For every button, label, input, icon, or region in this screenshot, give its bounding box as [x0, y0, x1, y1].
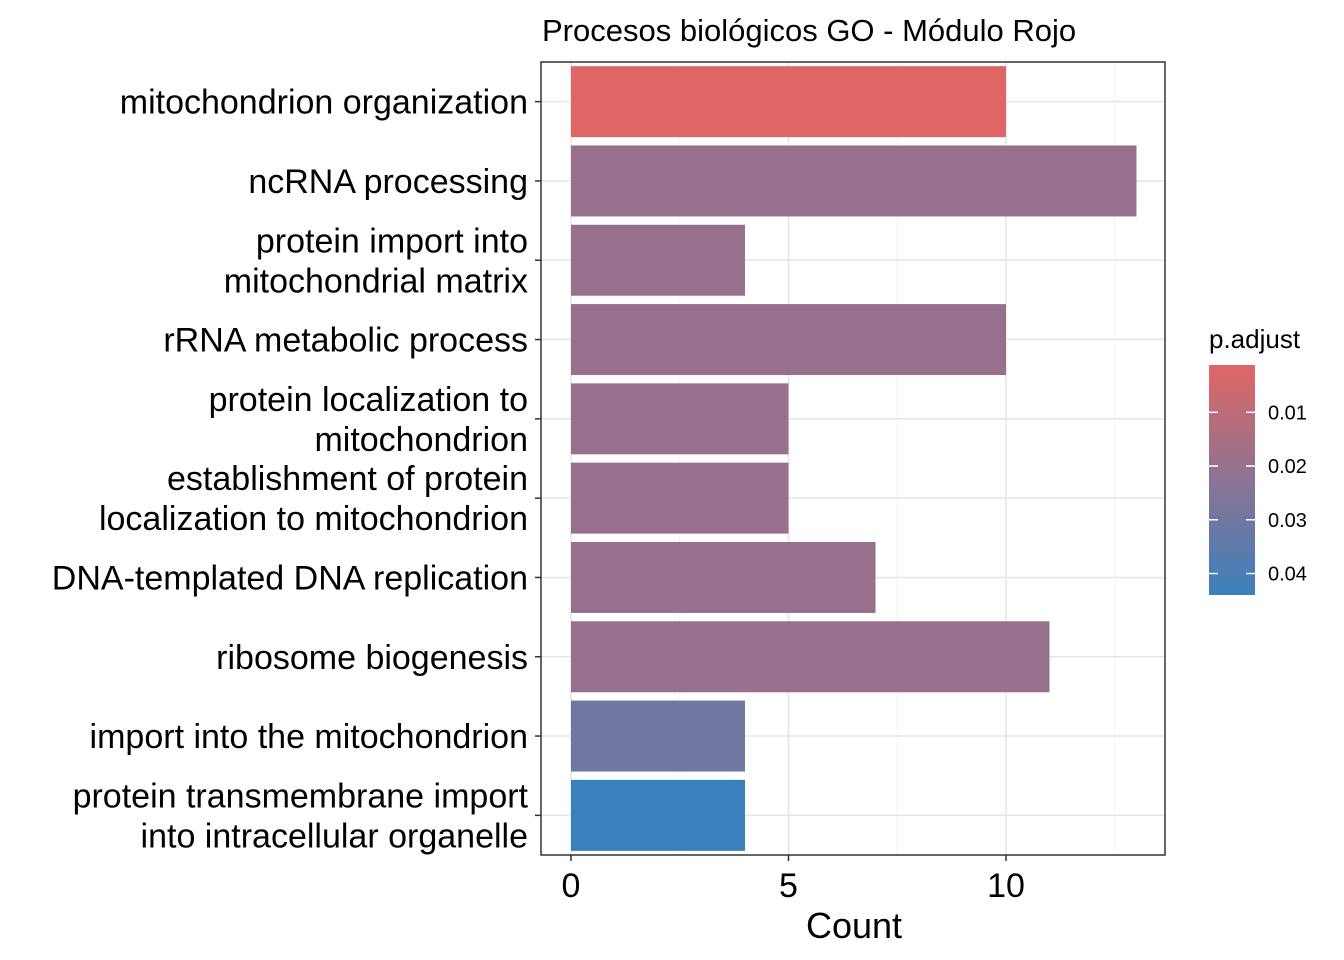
y-axis: mitochondrion organization ncRNA processi…	[52, 84, 541, 855]
bar	[571, 779, 745, 851]
bars	[571, 66, 1137, 851]
x-tick-label: 0	[562, 867, 581, 905]
bar	[571, 541, 876, 613]
bar	[571, 621, 1050, 693]
category-label: rRNA metabolic process	[163, 322, 528, 360]
category-label: ribosome biogenesis	[216, 639, 528, 677]
bar	[571, 145, 1137, 217]
category-label: protein transmembrane import into intrace…	[73, 777, 529, 855]
x-tick-label: 5	[779, 867, 798, 905]
legend-tick-label: 0.01	[1268, 402, 1307, 424]
legend-tick-label: 0.02	[1268, 456, 1307, 478]
legend-title: p.adjust	[1209, 324, 1301, 354]
bar	[571, 304, 1006, 376]
category-label: protein localization to mitochondrion	[209, 381, 528, 459]
panel-border	[540, 61, 1166, 856]
category-label: protein import into mitochondrial matrix	[224, 222, 528, 300]
x-axis: 0 5 10	[562, 855, 1025, 905]
category-label: DNA-templated DNA replication	[52, 559, 528, 597]
x-tick-label: 10	[987, 867, 1025, 905]
bar	[571, 383, 789, 455]
category-label: mitochondrion organization	[120, 84, 528, 122]
legend-tick-label: 0.04	[1268, 564, 1307, 586]
category-label: ncRNA processing	[248, 163, 528, 201]
x-axis-title: Count	[806, 905, 902, 946]
bar	[571, 700, 745, 772]
bar	[571, 66, 1006, 138]
legend-tick-label: 0.03	[1268, 510, 1307, 532]
bar	[571, 462, 789, 534]
chart-title: Procesos biológicos GO - Módulo Rojo	[542, 13, 1076, 48]
category-label: import into the mitochondrion	[90, 718, 528, 756]
category-label: establishment of protein localization to …	[99, 460, 528, 538]
legend-colorbar	[1209, 365, 1255, 595]
bar	[571, 224, 745, 296]
legend: p.adjust 0.01 0.02 0.03 0.04	[1209, 324, 1307, 595]
